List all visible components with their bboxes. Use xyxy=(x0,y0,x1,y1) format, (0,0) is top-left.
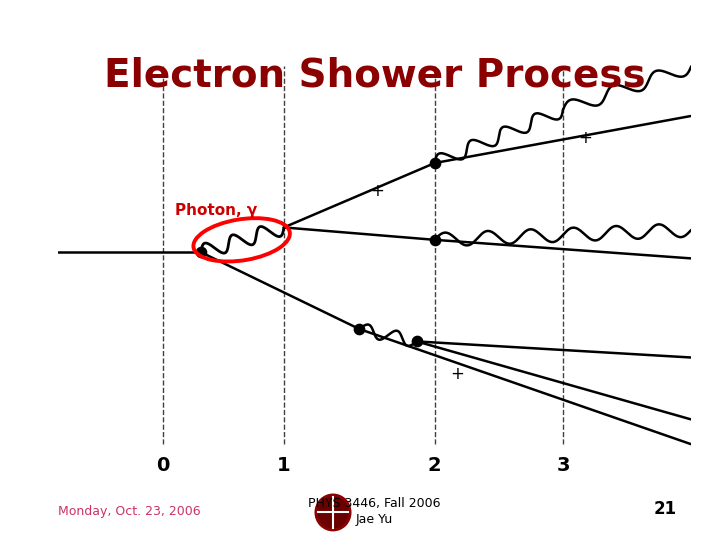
Text: 21: 21 xyxy=(654,501,677,518)
Circle shape xyxy=(315,494,351,531)
Text: Photon, γ: Photon, γ xyxy=(175,203,258,218)
Text: +: + xyxy=(371,183,384,200)
Text: +: + xyxy=(579,129,593,147)
Text: 1: 1 xyxy=(277,456,291,475)
Text: Electron Shower Process: Electron Shower Process xyxy=(104,57,645,94)
Text: Monday, Oct. 23, 2006: Monday, Oct. 23, 2006 xyxy=(58,505,200,518)
Text: 2: 2 xyxy=(428,456,441,475)
Point xyxy=(429,159,441,167)
Point xyxy=(411,337,423,346)
Text: PHYS 3446, Fall 2006: PHYS 3446, Fall 2006 xyxy=(308,497,441,510)
Point xyxy=(429,235,441,244)
Text: 3: 3 xyxy=(557,456,570,475)
Text: Jae Yu: Jae Yu xyxy=(356,514,393,526)
Point xyxy=(195,248,207,256)
Circle shape xyxy=(318,497,348,528)
Point xyxy=(354,325,365,333)
Text: 0: 0 xyxy=(156,456,170,475)
Text: +: + xyxy=(451,364,464,382)
